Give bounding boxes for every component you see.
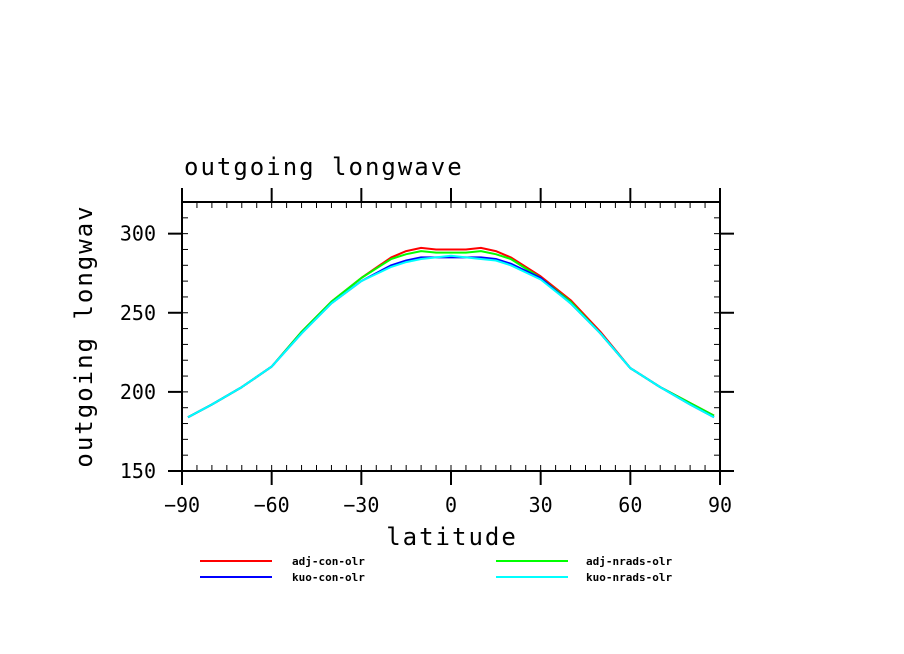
x-tick-label: 0 <box>445 493 457 517</box>
x-tick-label: 60 <box>618 493 642 517</box>
y-tick-label: 300 <box>120 222 156 246</box>
y-tick-label: 150 <box>120 459 156 483</box>
x-axis-label: latitude <box>386 523 518 551</box>
y-tick-labels: 150 200 250 300 <box>120 222 156 483</box>
y-tick-label: 200 <box>120 380 156 404</box>
series-line-adj-nrads-olr <box>187 250 715 419</box>
x-tick-label: −90 <box>164 493 200 517</box>
legend: adj-con-olr adj-nrads-olr kuo-con-olr kuo-n… <box>200 555 672 584</box>
x-tick-label: 90 <box>708 493 732 517</box>
x-tick-labels: −90 −60 −30 0 30 60 90 <box>164 493 732 517</box>
chart-title: outgoing longwave <box>184 153 464 181</box>
legend-label-kuo-con-olr: kuo-con-olr <box>292 571 365 584</box>
series-line-kuo-con-olr <box>187 256 715 419</box>
series-line-kuo-nrads-olr <box>187 254 715 419</box>
major-ticks <box>168 188 734 485</box>
y-tick-label: 250 <box>120 301 156 325</box>
series-lines <box>187 246 715 419</box>
minor-ticks <box>181 201 721 472</box>
series-line-adj-con-olr <box>187 246 715 419</box>
x-tick-label: −60 <box>254 493 290 517</box>
legend-label-adj-con-olr: adj-con-olr <box>292 555 365 568</box>
plot-frame <box>181 201 721 472</box>
x-tick-label: −30 <box>343 493 379 517</box>
legend-label-adj-nrads-olr: adj-nrads-olr <box>586 555 672 568</box>
legend-label-kuo-nrads-olr: kuo-nrads-olr <box>586 571 672 584</box>
x-tick-label: 30 <box>529 493 553 517</box>
y-axis-label: outgoing longwav <box>70 204 98 467</box>
